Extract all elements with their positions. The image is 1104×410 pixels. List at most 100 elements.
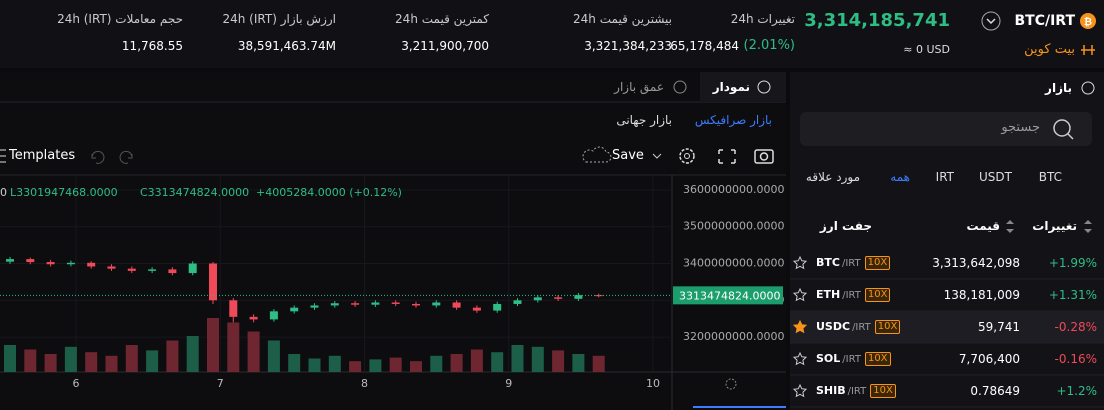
ohlc-legend: L3301947468.0000	[10, 186, 118, 199]
settings[interactable]	[679, 148, 695, 164]
close-panel[interactable]	[1081, 81, 1095, 95]
volume-bar	[105, 355, 118, 372]
volume-bar	[592, 355, 605, 372]
candle-body	[229, 300, 238, 317]
settings-core	[684, 153, 690, 159]
favorite-star[interactable]	[792, 383, 808, 398]
volume-bar	[389, 357, 402, 372]
stat-value: 3,211,900,700	[401, 39, 489, 53]
candle-body	[371, 302, 380, 305]
leverage-badge: 10X	[864, 352, 891, 366]
volume-bar	[267, 340, 280, 372]
close-tab[interactable]	[673, 80, 687, 94]
symbol[interactable]: USDC	[816, 320, 851, 333]
subtab[interactable]: بازار جهانی	[616, 113, 672, 127]
redo[interactable]	[119, 150, 133, 164]
top-bar	[0, 0, 1104, 68]
volume-bar	[470, 349, 483, 372]
candle-body	[533, 297, 542, 301]
candle-body	[290, 307, 299, 312]
symbol[interactable]: SOL	[816, 352, 841, 365]
save[interactable]: Save	[612, 148, 644, 163]
volume-bar	[166, 340, 179, 372]
save-menu[interactable]	[652, 153, 662, 159]
candle-body	[432, 302, 441, 306]
btc-glyph: ₿	[1084, 16, 1092, 28]
favorite-star[interactable]	[792, 351, 808, 366]
volume-bar	[491, 352, 504, 372]
favorite-star[interactable]	[792, 319, 808, 334]
templates[interactable]: Templates	[9, 148, 76, 163]
symbol[interactable]: BTC	[816, 256, 840, 269]
volume-bar	[410, 361, 422, 372]
tab[interactable]: نمودار	[712, 80, 750, 94]
candle-body	[351, 303, 360, 305]
sort-icon[interactable]	[1006, 220, 1014, 233]
sort-icon[interactable]	[1084, 220, 1092, 233]
leverage-badge: 10X	[874, 320, 901, 334]
price: 138,181,009	[943, 288, 1020, 302]
x-tick-label: 8	[361, 377, 368, 390]
last-price: 3,314,185,741	[804, 10, 950, 31]
candle-body	[249, 316, 258, 320]
favorite-star[interactable]	[792, 287, 808, 302]
x-tick-label: 6	[73, 377, 80, 390]
axis-settings[interactable]	[725, 378, 737, 390]
ohlc-legend: 0	[0, 186, 7, 199]
leverage-badge: 10X	[864, 256, 891, 270]
undo[interactable]	[91, 150, 105, 164]
stat-label: بیشترین قیمت 24h	[573, 12, 672, 26]
search-box[interactable]	[800, 112, 1092, 146]
search-placeholder[interactable]: جستجو	[1001, 120, 1040, 135]
column-header: جفت ارز	[819, 219, 872, 233]
fullscreen[interactable]	[718, 149, 736, 164]
last-price-tag	[673, 286, 783, 305]
candle-body	[26, 259, 35, 263]
volume-bar	[369, 359, 382, 372]
volume-bar	[511, 345, 524, 372]
search-icon	[1053, 119, 1071, 137]
candle-body	[6, 259, 14, 262]
filter-tab[interactable]: مورد علاقه	[805, 170, 860, 184]
candle-body	[66, 262, 75, 265]
change: +1.2%	[1056, 384, 1097, 398]
volume-bar	[430, 355, 443, 372]
stat-value: 11,768.55	[121, 39, 183, 53]
candle-body	[330, 303, 339, 306]
volume-bar	[125, 345, 138, 372]
change: +1.99%	[1048, 256, 1097, 270]
filter-tab[interactable]: همه	[890, 170, 910, 184]
candle-body	[412, 303, 420, 306]
candle-body	[209, 263, 217, 301]
column-header[interactable]: قیمت	[966, 219, 1000, 233]
active-tab	[700, 72, 786, 102]
quote: /IRT	[841, 258, 861, 269]
filter-tab[interactable]: IRT	[935, 170, 954, 184]
leverage-badge: 10X	[870, 384, 896, 398]
tab[interactable]: عمق بازار	[614, 80, 664, 94]
volume-bar	[308, 358, 321, 372]
favorite-star[interactable]	[792, 255, 808, 270]
x-tick-label: 9	[505, 377, 512, 390]
candle-body	[188, 263, 197, 274]
symbol[interactable]: ETH	[816, 288, 841, 301]
close-tab[interactable]	[757, 80, 771, 94]
price: 7,706,400	[958, 352, 1020, 366]
dropdown[interactable]	[981, 11, 1001, 31]
filter-tab[interactable]: USDT	[979, 170, 1012, 184]
filter-tab[interactable]: BTC	[1038, 170, 1062, 184]
snapshot[interactable]	[754, 149, 774, 164]
volume-bar	[349, 361, 362, 372]
subtab[interactable]: بازار صرافیکس	[694, 113, 772, 127]
column-header[interactable]: تغییرات	[1032, 219, 1077, 233]
search-icon	[1067, 133, 1074, 140]
ohlc-legend: C3313474824.0000	[140, 186, 250, 199]
last-price-label: 3313474824.0000	[679, 289, 780, 302]
volume-bar	[227, 322, 240, 372]
symbol[interactable]: SHIB	[816, 384, 846, 397]
volume-bar	[207, 318, 219, 372]
volume-bar	[24, 349, 37, 372]
x-tick-label: 7	[217, 377, 224, 390]
volume-bar	[328, 355, 341, 372]
